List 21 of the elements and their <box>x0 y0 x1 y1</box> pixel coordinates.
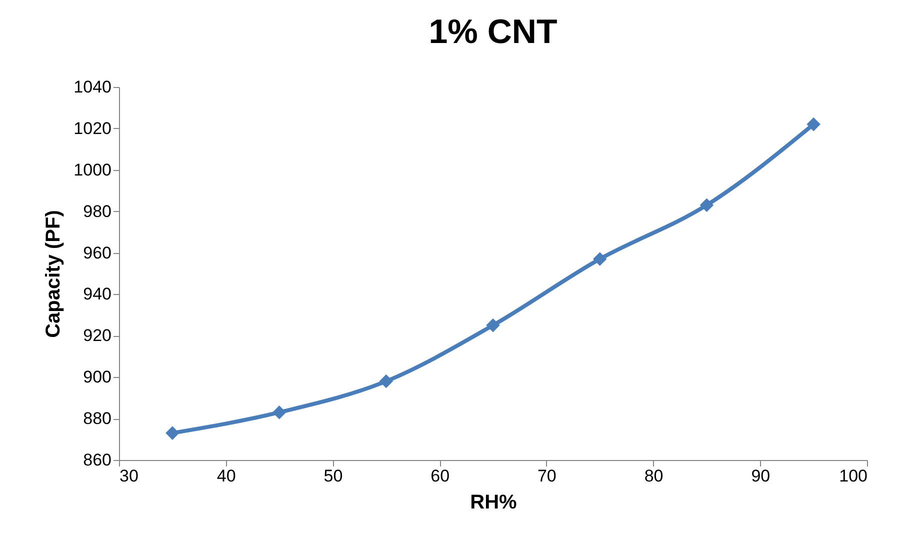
y-tick-label: 880 <box>83 409 112 428</box>
x-tick-label: 60 <box>430 466 450 486</box>
x-tick-label: 80 <box>644 466 664 486</box>
x-tick-label: 100 <box>839 466 868 486</box>
x-axis-title: RH% <box>470 492 518 514</box>
x-tick-label: 40 <box>216 466 236 486</box>
chart-title: 1% CNT <box>428 13 558 51</box>
x-tick-label: 90 <box>751 466 770 486</box>
x-tick-label: 50 <box>324 466 343 486</box>
y-tick-label: 940 <box>83 284 112 304</box>
y-axis-title: Capacity (PF) <box>42 210 65 338</box>
y-tick-label: 1020 <box>74 118 112 138</box>
y-tick-label: 960 <box>83 243 112 262</box>
x-tick-label: 30 <box>120 466 138 486</box>
y-tick-label: 920 <box>83 326 112 346</box>
y-tick-label: 900 <box>83 368 112 387</box>
y-tick-label: 1000 <box>74 160 112 180</box>
y-tick-label: 1040 <box>74 78 112 96</box>
y-tick-label: 860 <box>83 450 112 470</box>
y-tick-label: 980 <box>83 202 112 221</box>
x-tick-label: 70 <box>537 466 556 486</box>
